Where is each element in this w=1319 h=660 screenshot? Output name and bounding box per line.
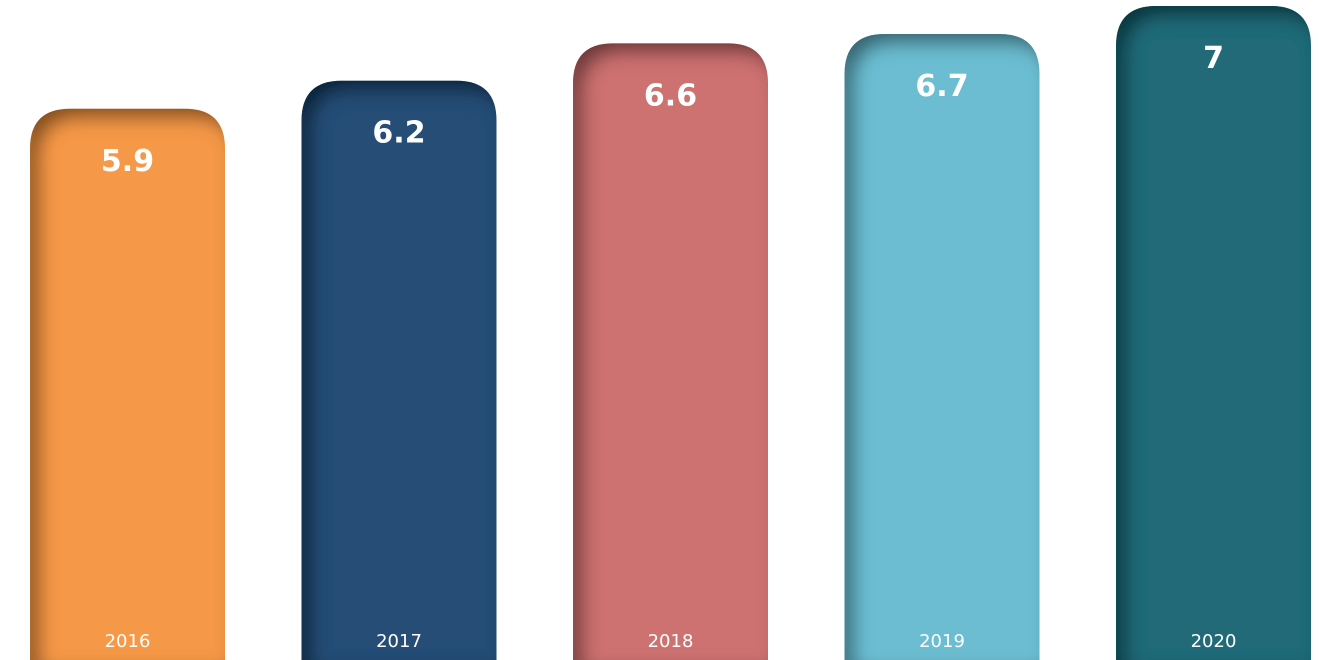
x-tick-label: 2017	[376, 631, 422, 652]
x-tick-label: 2020	[1191, 631, 1237, 652]
x-tick-label: 2018	[648, 631, 694, 652]
bar	[30, 108, 225, 660]
bar	[1116, 6, 1311, 660]
x-tick-label: 2019	[919, 631, 965, 652]
bar	[301, 80, 497, 660]
value-label: 6.2	[372, 116, 425, 151]
value-label: 6.7	[915, 69, 968, 104]
value-label: 5.9	[101, 144, 154, 179]
bar	[573, 43, 768, 660]
value-label: 7	[1203, 41, 1224, 76]
bar	[844, 34, 1040, 660]
x-tick-label: 2016	[105, 631, 151, 652]
value-label: 6.6	[644, 78, 697, 113]
